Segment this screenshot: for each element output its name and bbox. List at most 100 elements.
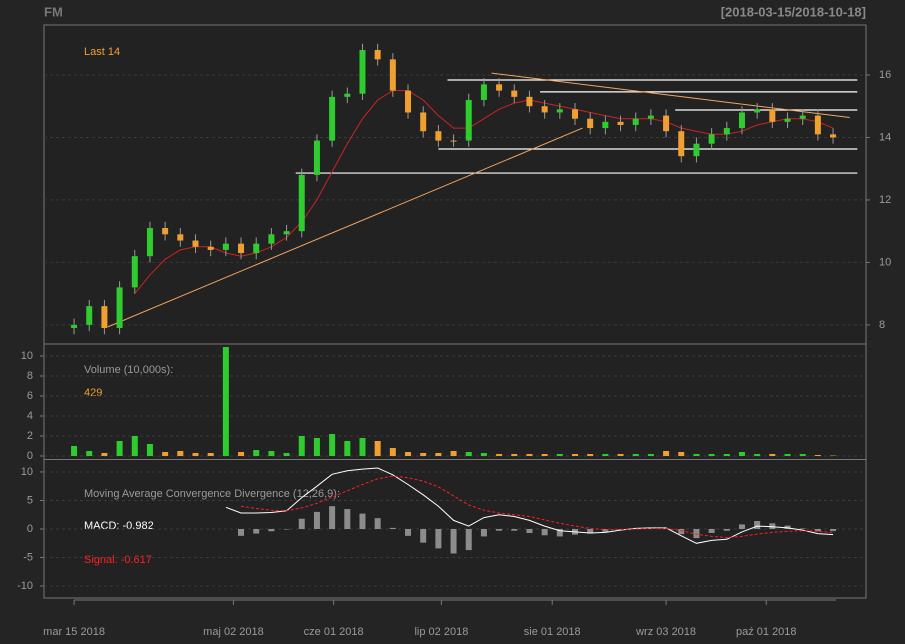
volume-bar <box>207 453 214 456</box>
histogram-bar <box>814 529 821 532</box>
volume-bar <box>329 434 336 456</box>
candle-body <box>814 115 821 135</box>
y-tick-label: 8 <box>879 319 885 331</box>
histogram-bar <box>602 529 609 532</box>
candle-body <box>511 90 518 97</box>
volume-bar <box>405 452 412 456</box>
volume-bar <box>814 455 821 456</box>
histogram-bar <box>541 529 548 536</box>
volume-bar <box>435 453 442 456</box>
volume-bar <box>693 454 700 456</box>
x-tick-label: mar 15 2018 <box>43 626 105 638</box>
histogram-bar <box>480 529 487 537</box>
volume-bar <box>222 347 229 456</box>
y-tick-label: -5 <box>23 551 33 563</box>
candle-body <box>359 49 366 94</box>
volume-bar <box>192 453 199 456</box>
y-tick-label: 16 <box>879 69 891 81</box>
y-tick-label: 4 <box>27 410 33 422</box>
candle-body <box>146 228 153 257</box>
volume-bar <box>283 453 290 456</box>
candle-body <box>192 240 199 247</box>
candle-body <box>389 59 396 91</box>
histogram-bar <box>754 521 761 529</box>
volume-bar <box>389 448 396 456</box>
y-tick-label: 8 <box>27 370 33 382</box>
histogram-bar <box>253 529 260 534</box>
volume-bar <box>313 438 320 456</box>
histogram-bar <box>526 529 533 533</box>
candle-body <box>754 109 761 113</box>
histogram-bar <box>359 513 366 529</box>
volume-bar <box>162 452 169 456</box>
candle-body <box>541 106 548 113</box>
candle-body <box>116 287 123 329</box>
volume-bar <box>587 454 594 456</box>
histogram-bar <box>708 529 715 533</box>
candle-body <box>799 115 806 119</box>
histogram-bar <box>420 529 427 543</box>
volume-bar <box>177 451 184 456</box>
histogram-bar <box>678 529 685 535</box>
volume-bar <box>116 441 123 456</box>
volume-bar <box>678 452 685 456</box>
volume-bar <box>663 451 670 456</box>
candle-body <box>435 131 442 141</box>
histogram-bar <box>435 529 442 549</box>
candle-body <box>344 93 351 97</box>
volume-bar <box>556 454 563 456</box>
volume-bar <box>602 454 609 456</box>
candle-body <box>298 174 305 232</box>
volume-bar <box>374 441 381 456</box>
histogram-bar <box>283 529 290 530</box>
candle-body <box>496 84 503 91</box>
y-tick-label: 0 <box>27 523 33 535</box>
volume-label: Volume (10,000s): <box>84 364 173 376</box>
volume-bar <box>784 454 791 456</box>
volume-bar <box>71 446 78 456</box>
trend-line <box>107 127 583 328</box>
trend-line <box>491 72 850 118</box>
y-tick-label: 2 <box>27 430 33 442</box>
signal-line <box>240 475 834 539</box>
signal-label: Signal: -0.617 <box>84 554 152 566</box>
candle-body <box>283 231 290 235</box>
macd-label: MACD: -0.982 <box>84 520 154 532</box>
histogram-bar <box>496 529 503 531</box>
histogram-bar <box>313 511 320 529</box>
y-tick-label: 10 <box>21 350 33 362</box>
volume-last: 429 <box>84 387 102 399</box>
volume-bar <box>647 454 654 456</box>
histogram-bar <box>799 528 806 529</box>
histogram-bar <box>784 525 791 529</box>
candle-body <box>769 109 776 122</box>
candle-body <box>830 134 837 138</box>
x-tick-label: paź 01 2018 <box>736 626 797 638</box>
volume-bar <box>571 454 578 456</box>
candle-body <box>450 140 457 142</box>
candle-body <box>526 96 533 107</box>
y-tick-label: 14 <box>879 131 891 143</box>
candle-body <box>723 128 730 135</box>
candle-body <box>647 115 654 119</box>
y-tick-label: 0 <box>27 450 33 462</box>
x-tick-label: maj 02 2018 <box>203 626 264 638</box>
histogram-bar <box>830 529 837 532</box>
candle-body <box>420 112 427 132</box>
candle-body <box>465 99 472 141</box>
candle-body <box>587 118 594 129</box>
x-tick-label: wrz 03 2018 <box>635 626 696 638</box>
histogram-bar <box>298 518 305 529</box>
candle-body <box>131 256 138 288</box>
candle-body <box>313 140 320 175</box>
chart-title: FM <box>44 4 63 19</box>
macd-title: Moving Average Convergence Divergence (1… <box>84 488 340 500</box>
volume-bar <box>480 453 487 456</box>
volume-bar <box>238 452 245 456</box>
histogram-bar <box>723 529 730 531</box>
volume-bar <box>298 436 305 456</box>
candle-body <box>693 143 700 157</box>
volume-bar <box>511 454 518 456</box>
candle-body <box>222 243 229 250</box>
volume-bar <box>268 451 275 456</box>
